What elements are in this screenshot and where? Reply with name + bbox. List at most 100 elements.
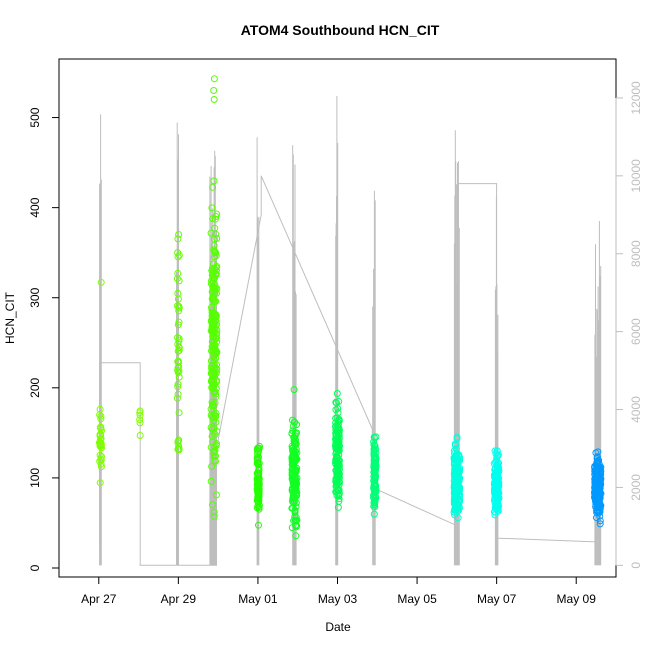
data-point xyxy=(455,498,463,506)
data-point xyxy=(211,431,219,438)
data-point xyxy=(371,470,379,478)
data-point xyxy=(209,215,217,223)
data-point xyxy=(209,264,216,272)
data-point xyxy=(293,480,301,488)
data-point xyxy=(290,386,298,394)
data-point xyxy=(335,434,343,442)
data-point xyxy=(209,296,217,304)
data-point xyxy=(493,472,501,480)
y2-tick-label: 2000 xyxy=(629,474,643,501)
data-point xyxy=(210,260,218,268)
data-point xyxy=(291,477,299,485)
data-point xyxy=(174,380,182,388)
data-point xyxy=(210,246,218,254)
data-point xyxy=(452,485,460,493)
data-point xyxy=(97,441,105,449)
data-point xyxy=(212,270,220,278)
data-point xyxy=(96,479,104,487)
data-point xyxy=(208,204,216,212)
data-point xyxy=(211,215,219,223)
data-point xyxy=(174,366,182,374)
data-point xyxy=(136,432,144,439)
data-point xyxy=(213,210,221,218)
data-point xyxy=(174,302,181,310)
data-point xyxy=(174,269,182,277)
data-point xyxy=(291,439,299,447)
x-tick-label: May 07 xyxy=(477,592,517,606)
x-tick-label: May 09 xyxy=(557,592,597,606)
data-point xyxy=(452,452,460,460)
data-point xyxy=(209,333,217,341)
data-point xyxy=(97,431,104,438)
data-point xyxy=(207,229,215,237)
data-point xyxy=(332,435,340,443)
secondary-track-line xyxy=(99,175,597,566)
data-point xyxy=(174,295,182,303)
data-point xyxy=(255,486,263,494)
data-point xyxy=(174,383,182,391)
data-point xyxy=(210,87,218,94)
data-point xyxy=(335,497,343,505)
data-point xyxy=(491,466,499,474)
data-point xyxy=(97,278,105,286)
data-point xyxy=(208,398,216,406)
data-point xyxy=(175,307,183,315)
data-point xyxy=(333,399,340,407)
data-point xyxy=(209,438,217,446)
x-axis: Apr 27 Apr 29 May 01 May 03 May 05 May 07 May … xyxy=(81,576,597,606)
data-point xyxy=(372,454,380,462)
data-point xyxy=(334,409,342,417)
data-point xyxy=(211,456,219,464)
data-point xyxy=(289,455,297,462)
data-point xyxy=(212,442,220,449)
data-point xyxy=(211,224,219,232)
data-point xyxy=(593,455,601,463)
data-point xyxy=(456,464,464,472)
data-point xyxy=(136,411,144,419)
data-point xyxy=(595,484,602,492)
data-point xyxy=(452,445,460,453)
data-point xyxy=(371,474,379,482)
data-point xyxy=(255,491,263,499)
data-point xyxy=(332,414,340,422)
data-point xyxy=(453,435,461,442)
data-point xyxy=(212,452,219,460)
data-point xyxy=(212,491,220,499)
data-point xyxy=(371,442,379,450)
data-point xyxy=(291,509,299,516)
y-tick-label: 0 xyxy=(28,564,42,571)
data-point xyxy=(96,411,104,419)
data-point xyxy=(334,464,342,472)
x-tick-label: Apr 29 xyxy=(161,592,197,606)
data-point xyxy=(174,347,182,355)
data-point xyxy=(292,436,299,444)
y-tick-label: 100 xyxy=(28,468,42,488)
data-point xyxy=(209,501,216,509)
data-point xyxy=(451,505,459,513)
data-point xyxy=(491,492,499,500)
data-point xyxy=(175,335,183,343)
data-point xyxy=(136,407,144,415)
data-point xyxy=(253,454,261,462)
data-point xyxy=(450,455,458,463)
y-tick-label: 200 xyxy=(28,377,42,397)
data-point xyxy=(454,514,462,522)
data-point xyxy=(175,277,183,285)
y2-tick-label: 4000 xyxy=(629,396,643,423)
data-point xyxy=(175,231,183,238)
data-point xyxy=(593,458,601,466)
data-point xyxy=(371,463,379,471)
y-axis: 0 100 200 300 400 500 xyxy=(28,107,60,571)
data-point xyxy=(208,463,216,470)
secondary-track-layer xyxy=(99,175,597,566)
data-point xyxy=(335,429,343,437)
data-point xyxy=(212,413,220,421)
data-point xyxy=(175,445,183,453)
data-point xyxy=(210,177,218,185)
data-point xyxy=(333,390,341,397)
y2-tick-label: 12000 xyxy=(629,81,643,115)
data-point xyxy=(96,424,104,432)
data-point xyxy=(211,253,219,261)
data-point xyxy=(288,466,296,474)
data-point xyxy=(293,492,301,499)
